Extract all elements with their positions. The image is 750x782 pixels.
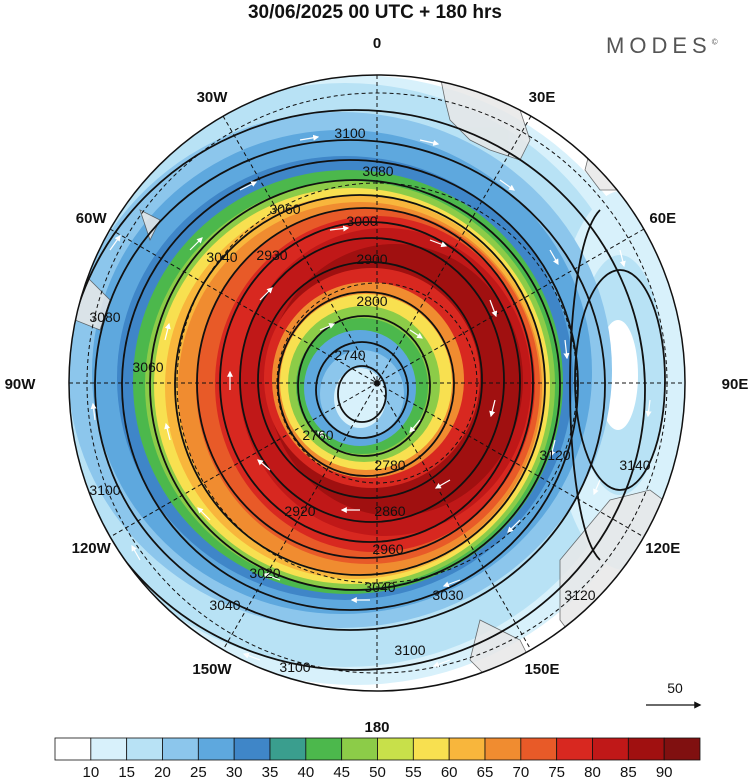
wind-speed-field (69, 75, 685, 691)
colorbar-tick-label: 85 (620, 764, 637, 781)
longitude-label: 150W (192, 661, 232, 678)
colorbar: 10 15 20 25 30 35 40 45 50 55 60 65 70 75 80 85 90 (54, 737, 701, 781)
colorbar-swatch (592, 737, 629, 761)
colorbar-tick-label: 90 (656, 764, 673, 781)
colorbar-tick-label: 10 (82, 764, 99, 781)
colorbar-swatch (412, 737, 450, 761)
contour-label: 3120 (539, 447, 570, 463)
colorbar-tick-label: 65 (477, 764, 494, 781)
colorbar-tick-label: 30 (226, 764, 243, 781)
brand-logo: MODES© (606, 33, 718, 59)
longitude-label: 180 (364, 719, 389, 736)
contour-label: 2920 (284, 503, 315, 519)
colorbar-swatch (162, 737, 199, 761)
contour-label: 3100 (394, 642, 425, 658)
contour-label: 3040 (364, 579, 395, 595)
colorbar-swatch (448, 737, 486, 761)
contour-label: 3100 (334, 125, 365, 141)
colorbar-swatch (663, 737, 701, 761)
colorbar-swatch (341, 737, 378, 761)
longitude-label: 30E (529, 89, 556, 106)
colorbar-swatch (377, 737, 414, 761)
contour-label: 2740 (334, 347, 365, 363)
contour-label: 2760 (302, 427, 333, 443)
height-contours (69, 109, 666, 671)
wind-reference-legend: 50 (646, 680, 702, 709)
colorbar-swatch (54, 737, 92, 761)
colorbar-swatch (90, 737, 128, 761)
contour-label: 2800 (356, 293, 387, 309)
map-title: 30/06/2025 00 UTC + 180 hrs (247, 2, 503, 23)
colorbar-tick-label: 25 (190, 764, 207, 781)
longitude-label: 60E (649, 210, 676, 227)
contour-label: 3020 (249, 565, 280, 581)
contour-label: 2960 (372, 541, 403, 557)
contour-label: 2860 (374, 503, 405, 519)
colorbar-tick-label: 80 (584, 764, 601, 781)
colorbar-tick-label: 45 (333, 764, 350, 781)
colorbar-tick-label: 70 (512, 764, 529, 781)
longitude-label: 90W (5, 376, 37, 393)
contour-label: 2900 (356, 251, 387, 267)
colorbar-tick-label: 60 (441, 764, 458, 781)
contour-label: 3040 (206, 249, 237, 265)
contour-label: 3120 (564, 587, 595, 603)
longitude-label-group: 0 30E 60E 90E 120E 150E 180 150W 120W 90W 60W 30W (5, 35, 749, 736)
contour-label: 3040 (209, 597, 240, 613)
longitude-label: 120W (72, 540, 112, 557)
colorbar-tick-label: 15 (118, 764, 135, 781)
contour-label-group: 3100 3080 3060 3000 3040 2930 2900 2800 2740 2760… (89, 125, 650, 675)
colorbar-swatch (126, 737, 163, 761)
colorbar-swatch (197, 737, 235, 761)
map-border (68, 74, 686, 692)
colorbar-swatch (556, 737, 593, 761)
longitude-label: 0 (373, 35, 381, 52)
colorbar-swatch (233, 737, 271, 761)
longitude-label: 150E (524, 661, 559, 678)
brand-text: MODES (606, 33, 712, 58)
wind-reference-value: 50 (667, 680, 683, 696)
contour-label: 3000 (346, 213, 377, 229)
contour-label: 3080 (362, 163, 393, 179)
colorbar-tick-label: 35 (262, 764, 279, 781)
longitude-label: 60W (76, 210, 108, 227)
colorbar-swatch (269, 737, 307, 761)
colorbar-tick-label: 50 (369, 764, 386, 781)
colorbar-swatch (520, 737, 558, 761)
contour-label: 3140 (619, 457, 650, 473)
copyright-mark: © (711, 37, 718, 47)
colorbar-tick-label: 40 (297, 764, 314, 781)
colorbar-swatch (627, 737, 665, 761)
colorbar-swatch (305, 737, 343, 761)
colorbar-tick-label: 55 (405, 764, 422, 781)
contour-label: 3100 (279, 659, 310, 675)
contour-label: 2780 (374, 457, 405, 473)
contour-label: 3060 (132, 359, 163, 375)
contour-label: 3080 (89, 309, 120, 325)
contour-label: 2930 (256, 247, 287, 263)
longitude-label: 120E (645, 540, 680, 557)
wind-vectors (90, 134, 652, 668)
colorbar-tick-label: 20 (154, 764, 171, 781)
contour-label: 3060 (269, 201, 300, 217)
longitude-label: 30W (197, 89, 229, 106)
contour-label: 3100 (89, 482, 120, 498)
contour-label: 3030 (432, 587, 463, 603)
colorbar-tick-label: 75 (548, 764, 565, 781)
longitude-label: 90E (722, 376, 749, 393)
south-pole-marker (374, 380, 380, 386)
colorbar-swatch (484, 737, 522, 761)
